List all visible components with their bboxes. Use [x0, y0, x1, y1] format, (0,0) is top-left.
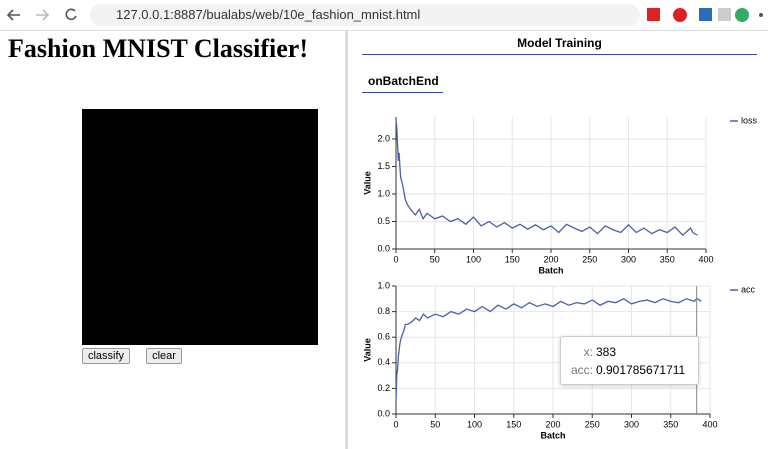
x-tick-label: 200 — [543, 254, 558, 264]
y-tick-label: 0.0 — [377, 408, 390, 418]
browser-toolbar: 127.0.0.1:8887/bualabs/web/10e_fashion_m… — [0, 0, 768, 31]
panel-title: Model Training — [362, 36, 757, 55]
y-axis-label: Value — [362, 171, 372, 195]
x-tick-label: 350 — [663, 419, 678, 429]
data-line — [395, 119, 698, 237]
x-tick-label: 150 — [506, 419, 521, 429]
nav-icons — [6, 8, 77, 21]
x-axis-label: Batch — [538, 265, 563, 275]
x-tick-label: 200 — [545, 419, 560, 429]
x-tick-label: 0 — [393, 419, 398, 429]
y-tick-label: 2.0 — [377, 133, 390, 143]
y-tick-label: 0.8 — [377, 306, 390, 316]
y-axis-label: Value — [362, 338, 372, 362]
y-tick-label: 1.5 — [377, 161, 390, 171]
tab[interactable]: onBatchEnd — [362, 74, 443, 93]
y-tick-label: 0.2 — [377, 383, 390, 393]
x-tick-label: 150 — [505, 254, 520, 264]
data-line — [395, 297, 702, 402]
legend-label: loss — [741, 115, 758, 125]
x-tick-label: 400 — [702, 419, 717, 429]
x-axis-label: Batch — [540, 430, 565, 440]
x-tick-label: 100 — [467, 419, 482, 429]
y-tick-label: 0.0 — [377, 243, 390, 253]
y-tick-label: 0.5 — [377, 216, 390, 226]
tooltip-x: 383 — [596, 345, 617, 359]
x-tick-label: 350 — [660, 254, 675, 264]
clear-button[interactable]: clear — [146, 348, 182, 364]
tooltip-x-label: x: — [583, 345, 593, 359]
x-tick-label: 250 — [585, 419, 600, 429]
extension-icons — [647, 8, 763, 22]
x-tick-label: 250 — [582, 254, 597, 264]
x-tick-label: 300 — [624, 419, 639, 429]
tooltip: x: 383 acc: 0.901785671711 — [560, 336, 699, 385]
x-tick-label: 400 — [698, 254, 713, 264]
tooltip-y: 0.901785671711 — [596, 363, 686, 377]
legend-label: acc — [741, 284, 756, 294]
page-title: Fashion MNIST Classifier! — [8, 34, 308, 63]
x-tick-label: 50 — [430, 419, 440, 429]
y-tick-label: 1.0 — [377, 188, 390, 198]
y-tick-label: 0.4 — [377, 357, 390, 367]
x-tick-label: 300 — [621, 254, 636, 264]
address-bar[interactable]: 127.0.0.1:8887/bualabs/web/10e_fashion_m… — [90, 4, 640, 26]
y-tick-label: 0.6 — [377, 332, 390, 342]
x-tick-label: 50 — [430, 254, 440, 264]
tooltip-y-label: acc: — [570, 363, 593, 377]
y-tick-label: 1.0 — [377, 280, 390, 290]
classify-button[interactable]: classify — [82, 348, 130, 364]
drawing-canvas[interactable] — [82, 109, 318, 345]
x-tick-label: 100 — [466, 254, 481, 264]
x-tick-label: 0 — [393, 254, 398, 264]
